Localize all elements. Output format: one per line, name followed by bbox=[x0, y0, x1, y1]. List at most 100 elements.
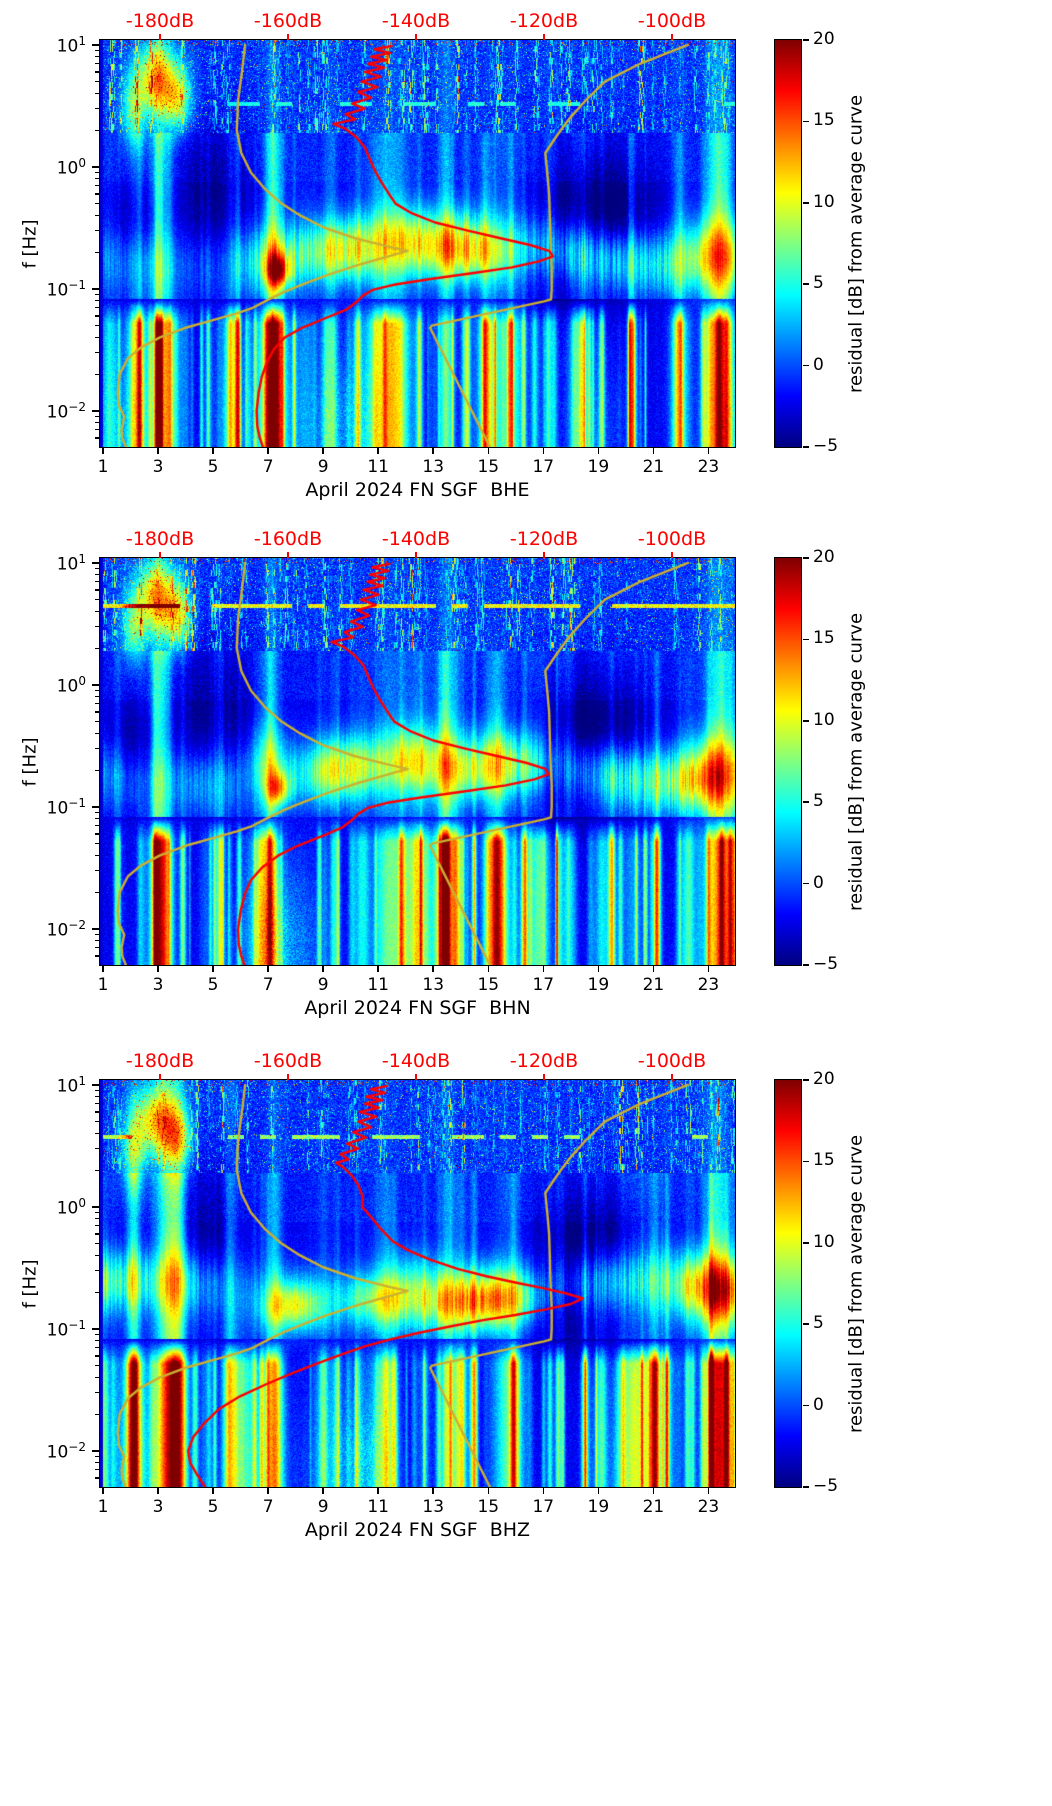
colorbar-tick bbox=[802, 1404, 809, 1407]
x-tick bbox=[322, 447, 324, 454]
x-tick-label: 17 bbox=[532, 457, 555, 477]
y-tick-minor bbox=[94, 214, 99, 217]
y-tick-minor bbox=[94, 1347, 99, 1349]
top-tick bbox=[415, 1073, 417, 1080]
x-tick bbox=[267, 447, 269, 454]
x-tick bbox=[212, 1487, 214, 1494]
x-tick bbox=[267, 1487, 269, 1494]
y-tick bbox=[91, 684, 99, 686]
y-tick-minor bbox=[94, 589, 99, 591]
y-tick-minor bbox=[94, 293, 99, 296]
y-tick-minor bbox=[94, 1211, 99, 1214]
colorbar-tick bbox=[802, 720, 809, 722]
colorbar-tick-label: 20 bbox=[813, 547, 835, 567]
x-tick bbox=[157, 447, 159, 454]
top-tick-label: -180dB bbox=[125, 528, 195, 550]
x-tick-label: 17 bbox=[532, 1497, 555, 1517]
colorbar-tick bbox=[802, 1160, 809, 1163]
top-tick bbox=[287, 1073, 289, 1080]
y-tick-label: 101 bbox=[56, 551, 86, 575]
colorbar-tick bbox=[802, 446, 809, 448]
colorbar-gradient bbox=[774, 39, 801, 447]
spectrogram-canvas-bhz bbox=[99, 1079, 735, 1487]
y-axis-label: f [Hz] bbox=[19, 218, 41, 269]
colorbar-tick-label: 20 bbox=[813, 29, 835, 49]
y-tick-minor bbox=[94, 1413, 99, 1415]
y-tick-label: 10−2 bbox=[46, 399, 86, 423]
y-tick-minor bbox=[94, 437, 99, 439]
colorbar-tick bbox=[802, 1486, 809, 1488]
colorbar-tick-label: 5 bbox=[813, 1313, 824, 1334]
colorbar-tick bbox=[802, 120, 809, 123]
x-tick bbox=[377, 447, 379, 454]
x-tick bbox=[652, 965, 655, 972]
y-tick-minor bbox=[94, 1254, 99, 1257]
top-tick bbox=[159, 33, 161, 40]
colorbar-tick bbox=[802, 202, 809, 204]
x-tick bbox=[597, 447, 600, 454]
y-tick-minor bbox=[94, 81, 99, 83]
y-tick bbox=[91, 1328, 99, 1330]
spectrogram-canvas-bhn bbox=[99, 557, 735, 965]
y-tick-minor bbox=[94, 825, 99, 827]
y-axis-label: f [Hz] bbox=[19, 1258, 41, 1309]
x-tick bbox=[102, 965, 104, 972]
y-tick-minor bbox=[94, 1225, 99, 1227]
colorbar-tick-label: 0 bbox=[813, 1394, 824, 1415]
y-tick-label: 10−1 bbox=[46, 277, 86, 301]
colorbar-tick-label: 10 bbox=[813, 1231, 835, 1252]
y-tick-minor bbox=[94, 336, 99, 339]
x-tick-label: 17 bbox=[532, 975, 555, 995]
colorbar-tick bbox=[802, 39, 809, 41]
y-tick-minor bbox=[94, 647, 99, 649]
x-tick bbox=[322, 1487, 324, 1494]
y-tick bbox=[91, 288, 99, 290]
y-tick-label: 10−2 bbox=[46, 917, 86, 941]
x-tick-label: 1 bbox=[97, 975, 109, 995]
y-tick bbox=[91, 166, 99, 168]
colorbar-gradient bbox=[774, 557, 801, 965]
x-tick bbox=[652, 447, 655, 454]
x-tick-label: 9 bbox=[317, 975, 329, 995]
x-tick-label: 23 bbox=[697, 975, 720, 995]
x-tick-label: 5 bbox=[207, 457, 219, 477]
top-tick bbox=[159, 551, 161, 558]
x-tick-label: 19 bbox=[587, 975, 610, 995]
y-tick-minor bbox=[94, 1291, 99, 1293]
y-tick-minor bbox=[94, 1148, 99, 1150]
y-tick-label: 10−1 bbox=[46, 1317, 86, 1341]
top-tick-label: -120dB bbox=[509, 528, 579, 550]
x-tick bbox=[267, 965, 269, 972]
y-tick-minor bbox=[94, 732, 99, 735]
y-tick-minor bbox=[94, 171, 99, 174]
top-tick-label: -120dB bbox=[509, 1050, 579, 1072]
x-tick bbox=[432, 965, 434, 972]
y-tick-minor bbox=[94, 352, 99, 354]
x-tick bbox=[157, 965, 159, 972]
x-tick-label: 11 bbox=[367, 1497, 389, 1517]
top-tick-label: -160dB bbox=[253, 528, 323, 550]
y-tick-minor bbox=[94, 108, 99, 110]
x-tick-label: 7 bbox=[262, 1497, 274, 1517]
y-tick-minor bbox=[94, 703, 99, 705]
top-tick bbox=[415, 33, 417, 40]
top-tick bbox=[543, 551, 545, 558]
top-tick bbox=[415, 551, 417, 558]
y-tick-minor bbox=[94, 429, 99, 431]
x-tick bbox=[542, 965, 545, 972]
x-tick-label: 5 bbox=[207, 975, 219, 995]
top-tick-label: -160dB bbox=[253, 10, 323, 32]
y-tick-minor bbox=[94, 1103, 99, 1105]
colorbar-tick bbox=[802, 882, 809, 885]
top-tick-label: -100dB bbox=[637, 10, 707, 32]
y-tick-minor bbox=[94, 599, 99, 601]
y-tick bbox=[91, 1450, 99, 1452]
x-tick-label: 7 bbox=[262, 457, 274, 477]
spectrogram-plot-bhe bbox=[98, 38, 736, 448]
x-tick bbox=[322, 965, 324, 972]
x-tick bbox=[212, 447, 214, 454]
x-tick-label: 9 bbox=[317, 1497, 329, 1517]
y-tick-minor bbox=[94, 1096, 99, 1098]
y-tick bbox=[91, 562, 99, 564]
